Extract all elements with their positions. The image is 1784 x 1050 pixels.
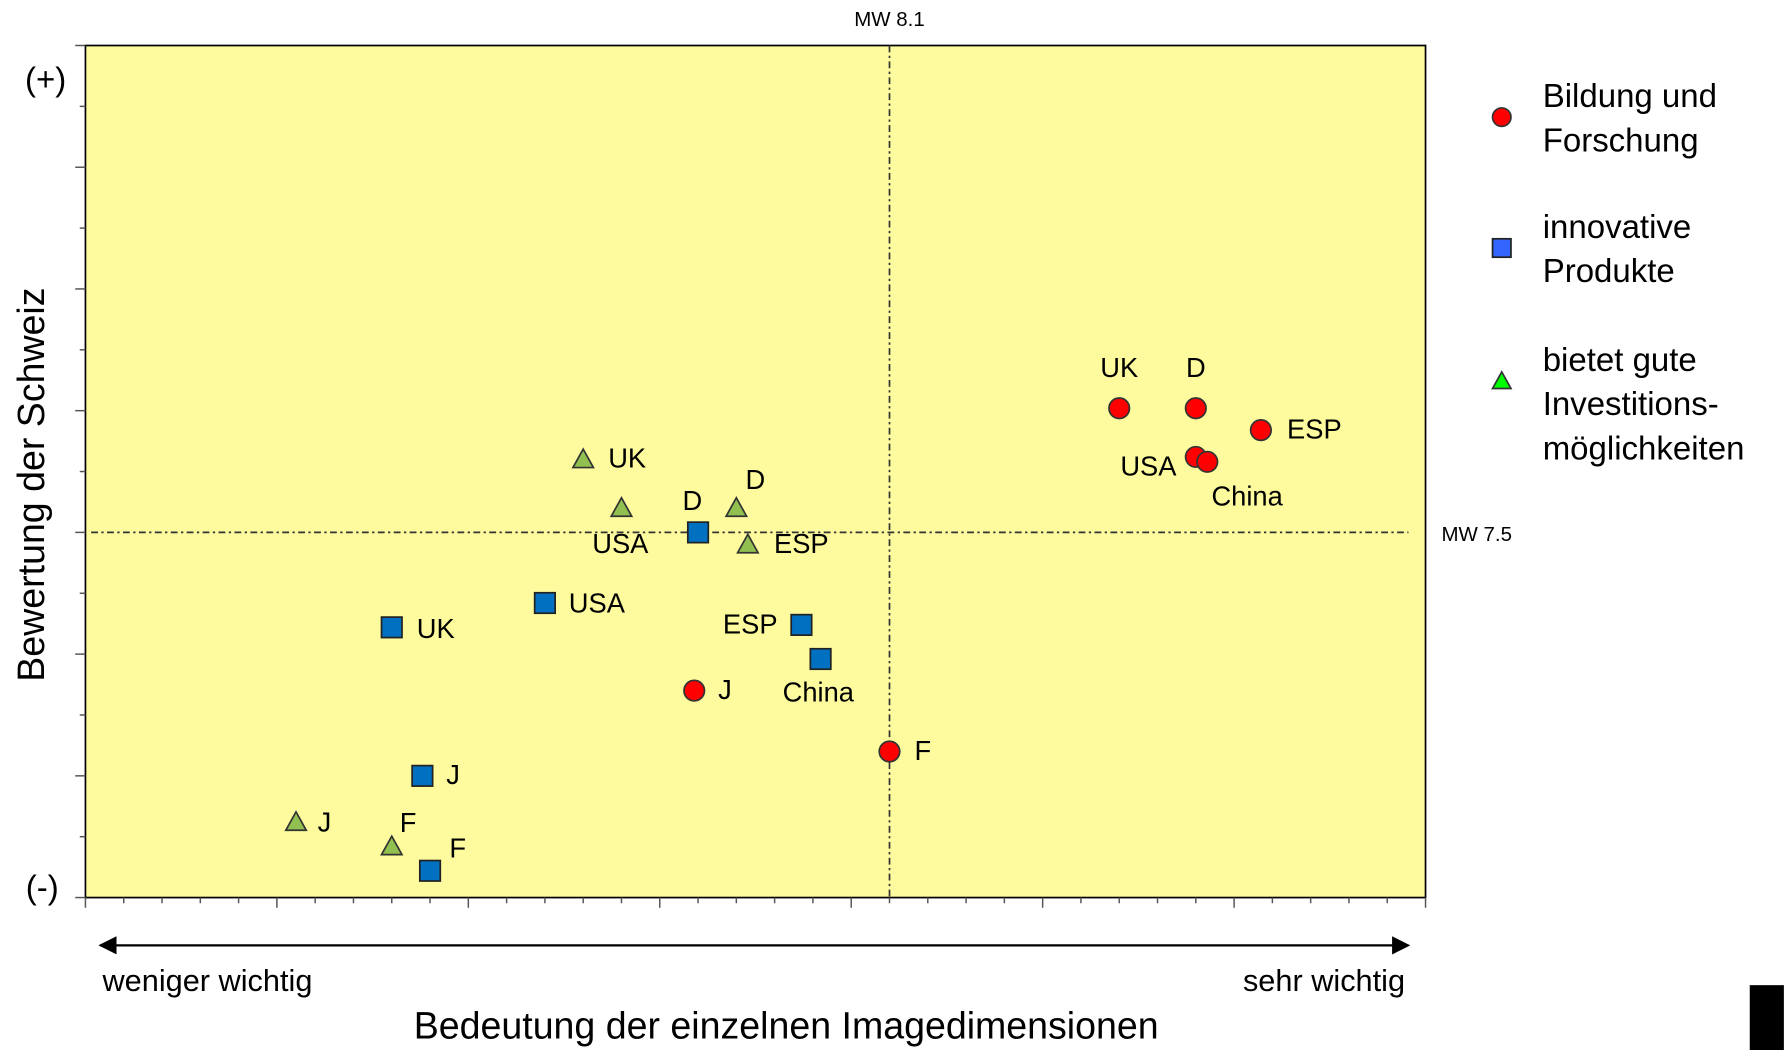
legend-marker (1491, 107, 1512, 128)
data-point (1249, 419, 1272, 442)
data-point (571, 447, 595, 469)
legend-label: innovative Produkte (1542, 209, 1692, 291)
point-label: ESP (774, 528, 829, 559)
data-point (380, 834, 404, 856)
data-point (790, 613, 813, 636)
legend-label: Bildung und Forschung (1542, 78, 1717, 160)
point-label: USA (1120, 451, 1177, 482)
data-point (411, 764, 434, 787)
y-top-label: (+) (25, 61, 66, 98)
point-label: USA (592, 528, 649, 559)
data-point (1184, 397, 1207, 420)
reference-label: MW 8.1 (854, 8, 925, 31)
point-label: D (745, 464, 765, 495)
y-bottom-label: (-) (26, 868, 59, 905)
point-label: F (400, 807, 417, 838)
reference-label: MW 7.5 (1441, 523, 1512, 546)
data-point (724, 496, 749, 518)
point-label: J (318, 807, 332, 838)
data-point (380, 616, 403, 639)
data-point (878, 740, 901, 763)
point-label: D (683, 485, 703, 516)
point-label: China (1211, 480, 1283, 511)
point-label: UK (417, 613, 455, 644)
legend-entry: Bildung und Forschung (1542, 78, 1717, 160)
point-label: J (718, 674, 732, 705)
point-label: USA (569, 587, 626, 618)
legend-marker (1491, 370, 1513, 390)
data-point (533, 591, 556, 615)
point-label: ESP (1287, 414, 1342, 445)
point-label: China (783, 676, 855, 707)
data-point (683, 679, 706, 702)
data-point (609, 496, 634, 518)
data-point (809, 647, 832, 671)
point-label: J (446, 759, 460, 790)
point-label: D (1186, 352, 1206, 383)
point-label: ESP (723, 608, 778, 639)
data-point (1108, 397, 1131, 420)
legend-marker (1491, 237, 1512, 259)
data-point (284, 810, 308, 832)
data-point (736, 532, 760, 554)
legend-entry: bietet gute Investitions-möglichkeiten (1542, 342, 1745, 468)
corner-block (1749, 985, 1784, 1050)
data-point (1196, 450, 1219, 473)
y-axis-title: Bewertung der Schweiz (10, 287, 52, 681)
x-right-label: sehr wichtig (1243, 963, 1405, 998)
point-label: F (449, 833, 466, 864)
data-point (686, 521, 710, 544)
point-label: F (915, 735, 932, 766)
data-point (418, 859, 442, 882)
legend-entry: innovative Produkte (1542, 209, 1692, 291)
x-left-label: weniger wichtig (102, 963, 313, 998)
point-label: UK (1100, 352, 1138, 383)
legend-label: bietet gute Investitions-möglichkeiten (1542, 342, 1745, 468)
x-axis-title: Bedeutung der einzelnen Imagedimensionen (414, 1004, 1159, 1046)
point-label: UK (608, 443, 646, 474)
